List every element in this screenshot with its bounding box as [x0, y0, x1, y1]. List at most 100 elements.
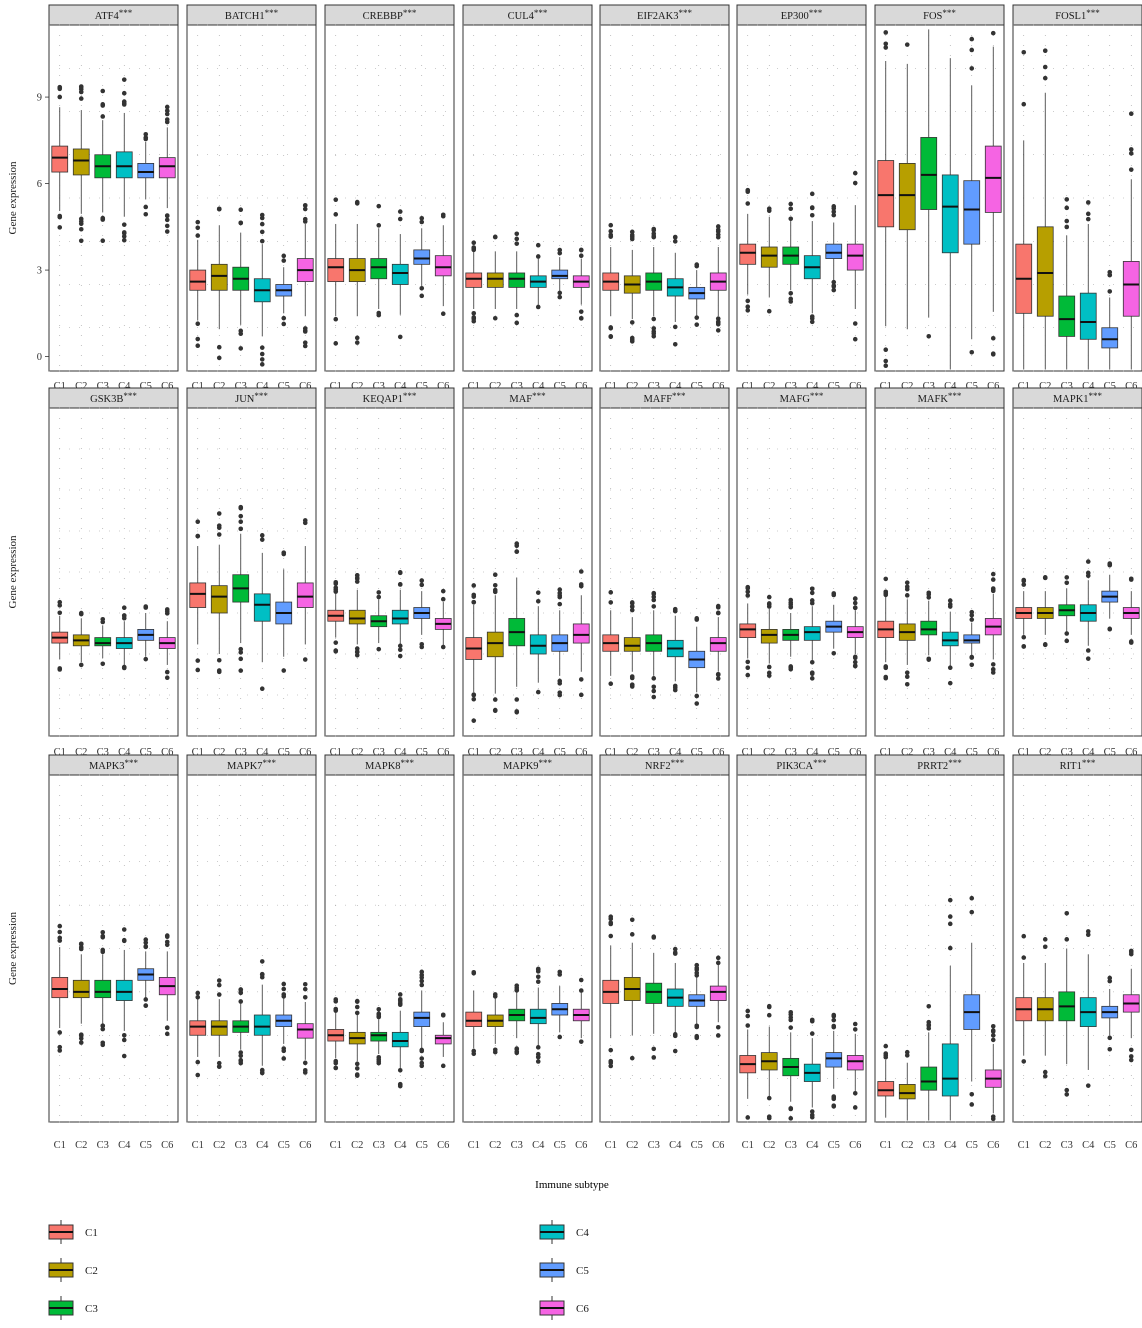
- x-tick-label: C2: [1039, 1140, 1051, 1151]
- outlier-point: [608, 228, 614, 234]
- panel-nrf2: NRF2*** C1 C2 C3 C4 C5 C6: [599, 754, 730, 1151]
- x-tick-label: C4: [394, 1140, 407, 1151]
- outlier-point: [121, 937, 127, 943]
- outlier-point: [216, 523, 222, 528]
- box-c4: [941, 174, 959, 254]
- outlier-point: [471, 599, 477, 605]
- outlier-point: [608, 920, 614, 926]
- x-tick-label: C1: [330, 381, 342, 392]
- gene-name: MAPK9: [503, 761, 539, 772]
- panel-title: MAPK7***: [227, 758, 277, 772]
- outlier-point: [1128, 577, 1134, 582]
- outlier-point: [1064, 1092, 1070, 1097]
- outlier-point: [608, 590, 614, 595]
- outlier-point: [629, 339, 635, 344]
- outlier-point: [216, 982, 222, 988]
- x-tick-label: C4: [394, 381, 407, 392]
- outlier-point: [471, 583, 477, 588]
- outlier-point: [281, 258, 287, 263]
- outlier-point: [1042, 1069, 1048, 1075]
- outlier-point: [969, 909, 975, 915]
- panel-jun: JUN*** C1 C2 C3 C4 C5 C6: [186, 387, 317, 758]
- x-tick-label: C3: [373, 1140, 385, 1151]
- panel-title: RIT1***: [1060, 758, 1096, 772]
- outlier-point: [397, 647, 403, 653]
- significance-mark: ***: [948, 391, 962, 401]
- x-tick-label: C5: [416, 747, 428, 758]
- panel-frame: [324, 24, 455, 372]
- outlier-point: [302, 981, 308, 987]
- outlier-point: [302, 340, 308, 345]
- outlier-point: [809, 1109, 815, 1114]
- outlier-point: [904, 580, 910, 585]
- outlier-point: [57, 610, 63, 616]
- outlier-point: [715, 224, 721, 229]
- x-tick-label: C5: [691, 381, 703, 392]
- outlier-point: [333, 1058, 339, 1064]
- box-c2: [486, 631, 504, 658]
- x-tick-label: C1: [468, 381, 480, 392]
- outlier-point: [809, 212, 815, 218]
- x-tick-label: C3: [373, 747, 385, 758]
- outlier-point: [471, 316, 477, 322]
- panel-maf: MAF*** C1 C2 C3 C4 C5 C6: [462, 387, 593, 758]
- outlier-point: [651, 688, 657, 694]
- outlier-point: [1128, 1047, 1134, 1053]
- outlier-point: [672, 1048, 678, 1054]
- outlier-point: [766, 664, 772, 670]
- outlier-point: [419, 978, 425, 984]
- outlier-point: [883, 576, 889, 582]
- outlier-point: [238, 1050, 244, 1055]
- panel-title: PRRT2***: [917, 758, 962, 772]
- outlier-point: [143, 204, 149, 210]
- significance-mark: ***: [948, 758, 962, 768]
- x-tick-label: C3: [785, 1140, 797, 1151]
- box-c4: [529, 634, 547, 655]
- outlier-point: [57, 94, 63, 100]
- panel-frame: [186, 774, 317, 1123]
- gene-name: JUN: [235, 394, 255, 405]
- outlier-point: [164, 675, 170, 681]
- outlier-point: [397, 1083, 403, 1089]
- panel-maff: MAFF*** C1 C2 C3 C4 C5 C6: [599, 387, 730, 758]
- outlier-point: [557, 692, 563, 698]
- outlier-point: [883, 674, 889, 680]
- x-tick-label: C2: [213, 747, 225, 758]
- significance-mark: ***: [534, 8, 548, 18]
- significance-mark: ***: [1082, 758, 1096, 768]
- y-tick-label: 3: [37, 266, 42, 277]
- significance-mark: ***: [401, 758, 415, 768]
- outlier-point: [1128, 1054, 1134, 1059]
- panel-title: MAPK3***: [89, 758, 139, 772]
- gene-name: MAPK8: [365, 761, 401, 772]
- x-tick-label: C6: [987, 381, 999, 392]
- outlier-point: [354, 335, 360, 341]
- outlier-point: [947, 665, 953, 671]
- x-tick-label: C6: [849, 1140, 861, 1151]
- box-c4: [529, 1008, 547, 1025]
- outlier-point: [883, 1051, 889, 1056]
- significance-mark: ***: [532, 391, 546, 401]
- outlier-point: [1107, 978, 1113, 984]
- x-tick-label: C3: [97, 1140, 109, 1151]
- panel-title: MAF***: [509, 391, 546, 405]
- x-tick-label: C1: [1018, 747, 1030, 758]
- outlier-point: [238, 328, 244, 334]
- box-c2: [210, 585, 228, 614]
- outlier-point: [216, 1060, 222, 1066]
- significance-mark: ***: [810, 391, 824, 401]
- outlier-point: [281, 668, 287, 673]
- outlier-point: [809, 1031, 815, 1036]
- panel-title: MAPK8***: [365, 758, 415, 772]
- outlier-point: [419, 215, 425, 221]
- outlier-point: [1042, 1073, 1048, 1079]
- box-c4: [391, 1031, 409, 1048]
- panel-mapk8: MAPK8*** C1 C2 C3 C4 C5 C6: [324, 754, 455, 1151]
- outlier-point: [904, 593, 910, 598]
- outlier-point: [195, 336, 201, 342]
- outlier-point: [419, 969, 425, 975]
- outlier-point: [376, 1007, 382, 1012]
- outlier-point: [745, 1115, 751, 1120]
- box-c2: [1036, 226, 1054, 317]
- outlier-point: [608, 1047, 614, 1053]
